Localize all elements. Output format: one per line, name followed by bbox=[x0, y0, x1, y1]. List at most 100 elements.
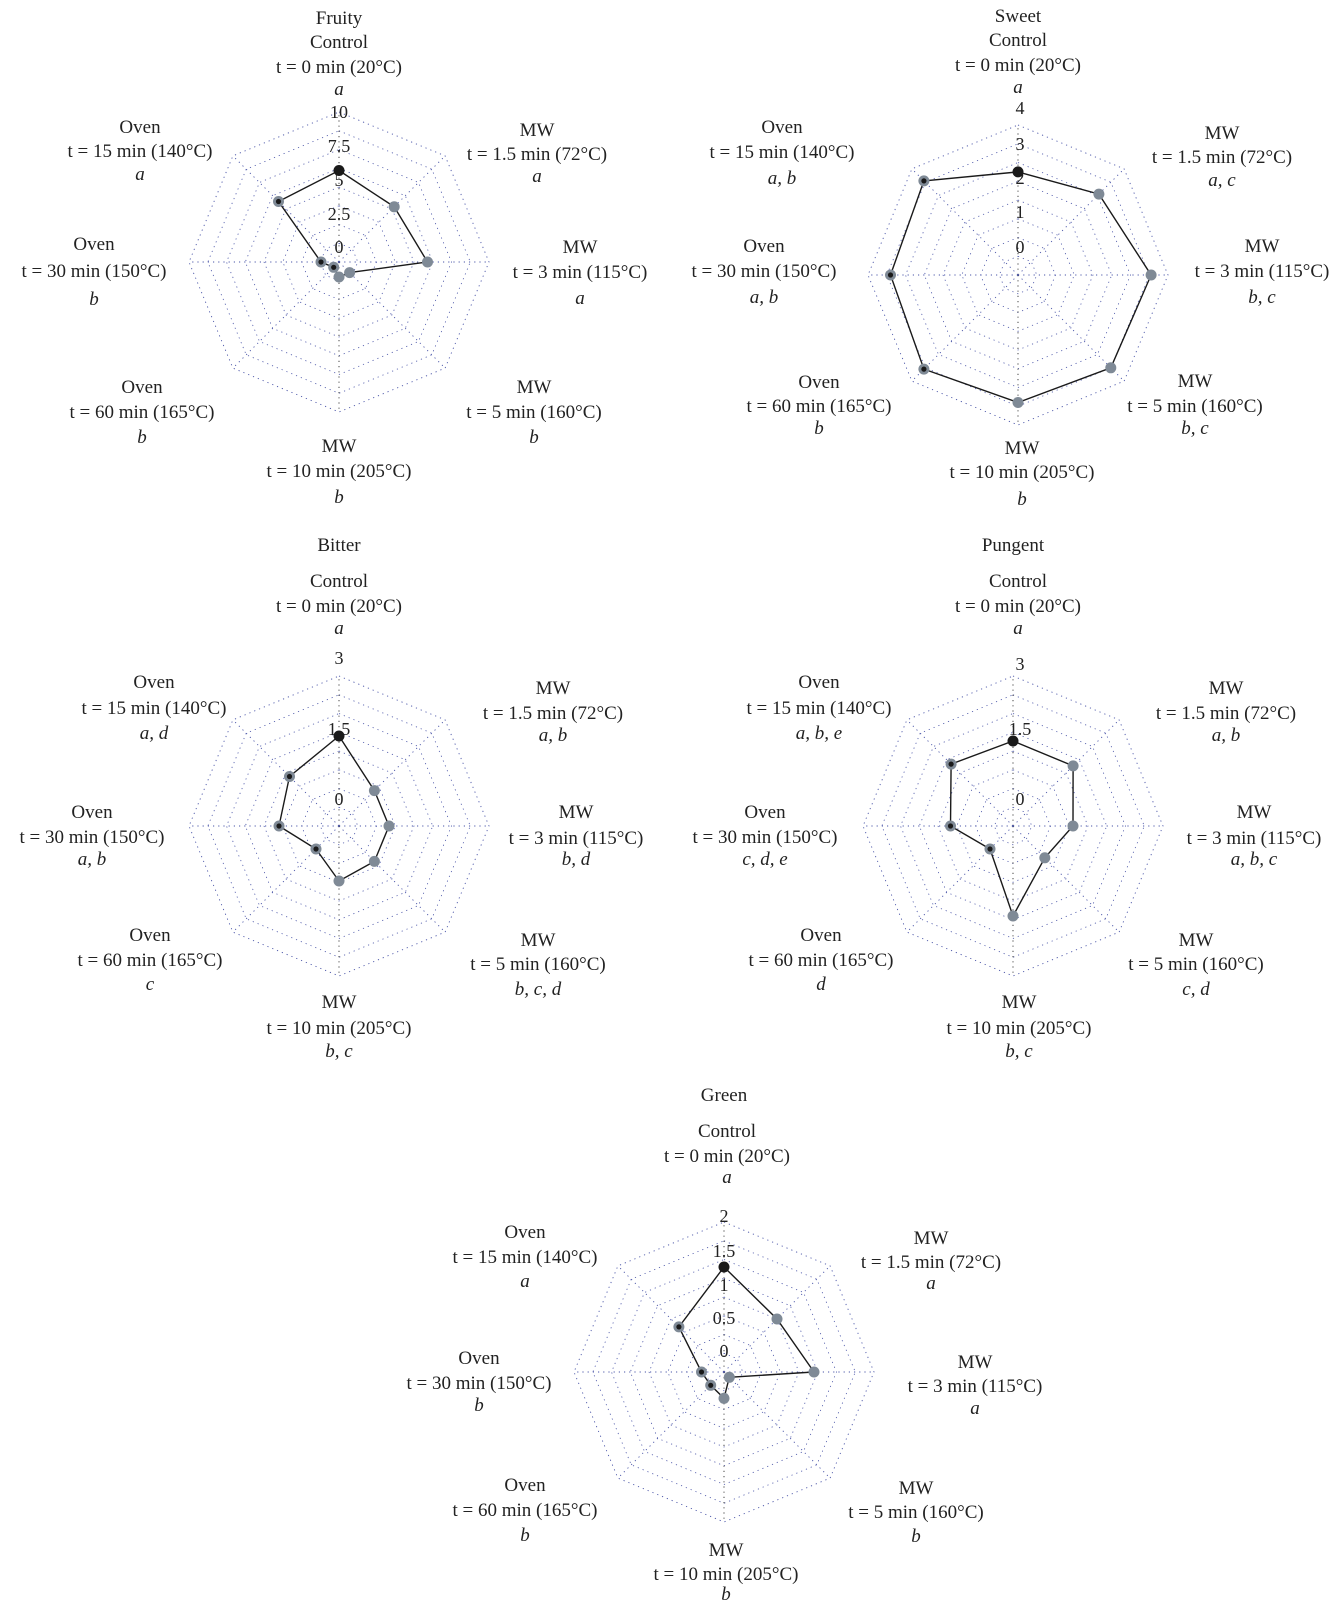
axis-label: MW t = 5 min (160°C)b, c bbox=[1127, 371, 1262, 439]
axis-group: MW bbox=[1178, 371, 1213, 392]
axis-label: MWt = 3 min (115°C)a bbox=[908, 1352, 1043, 1419]
data-point-oven bbox=[310, 843, 322, 855]
data-point-mw bbox=[333, 875, 345, 887]
axis-label: MW t = 1.5 min (72°C)a bbox=[861, 1228, 1001, 1294]
axis-label: Oven t = 60 min (165°C) d bbox=[749, 925, 894, 995]
significance-letters: b bbox=[721, 1584, 731, 1605]
significance-letters: b, c bbox=[1248, 287, 1276, 308]
significance-letters: a bbox=[532, 166, 542, 187]
axis-label: MW t = 3 min (115°C)b, d bbox=[509, 802, 644, 870]
axis-group: Oven bbox=[71, 802, 113, 823]
data-point-mw bbox=[1067, 820, 1079, 832]
data-point-mw bbox=[422, 256, 433, 268]
tick-label: 0 bbox=[720, 1341, 729, 1361]
axis-condition: t = 5 min (160°C) bbox=[466, 402, 601, 423]
data-point-mw bbox=[1007, 910, 1019, 922]
grid-spoke bbox=[338, 261, 446, 369]
axis-group: Control bbox=[989, 571, 1047, 592]
axis-condition: t = 15 min (140°C) bbox=[453, 1247, 598, 1268]
data-point-mw bbox=[1145, 269, 1157, 281]
significance-letters: b, d bbox=[562, 849, 591, 870]
tick-label: 0 bbox=[335, 789, 344, 809]
axis-label: MW t = 3 min (115°C) b, c bbox=[1195, 236, 1330, 308]
data-point-control bbox=[333, 730, 345, 742]
axis-condition: t = 5 min (160°C) bbox=[848, 1502, 983, 1523]
grid-ring bbox=[961, 218, 1075, 332]
radar-bitter: Bitter 0 1.5 3 Control t = 0 min (20°C)a MW t =… bbox=[20, 535, 644, 1062]
axis-group: MW bbox=[1002, 992, 1037, 1013]
significance-letters: b, c, d bbox=[515, 979, 562, 1000]
grid-ring bbox=[319, 806, 359, 846]
axis-condition: t = 10 min (205°C) bbox=[267, 461, 412, 482]
data-point-mw bbox=[808, 1366, 820, 1378]
significance-letters: c, d bbox=[1182, 979, 1210, 1000]
data-point-control bbox=[1007, 735, 1019, 747]
axis-condition: t = 5 min (160°C) bbox=[470, 954, 605, 975]
series-line bbox=[678, 1265, 816, 1400]
data-point-mw bbox=[1039, 852, 1051, 864]
data-point-mw bbox=[388, 201, 400, 213]
grid-ring bbox=[862, 675, 1164, 977]
axis-group: MW bbox=[899, 1478, 934, 1499]
significance-letters: a, b bbox=[768, 168, 797, 189]
significance-letters: a, c bbox=[1208, 170, 1236, 191]
tick-label: 1.5 bbox=[1009, 719, 1032, 739]
axis-condition: t = 10 min (205°C) bbox=[947, 1018, 1092, 1039]
grid-ring bbox=[900, 713, 1126, 939]
axis-group: Oven bbox=[458, 1348, 500, 1369]
grid-spoke bbox=[911, 274, 1019, 382]
tick-label: 0.5 bbox=[713, 1308, 736, 1328]
grid-ring bbox=[282, 205, 396, 319]
data-point-oven bbox=[918, 175, 930, 187]
data-point-oven bbox=[284, 771, 295, 782]
data-point-mw bbox=[1093, 188, 1105, 200]
axis-condition: t = 0 min (20°C) bbox=[276, 57, 402, 78]
tick-label: 3 bbox=[1016, 134, 1025, 154]
data-point-mw bbox=[368, 785, 380, 797]
tick-label: 3 bbox=[335, 648, 344, 668]
axis-label: MWt = 3 min (115°C)a bbox=[513, 237, 648, 309]
grid-ring bbox=[704, 1352, 744, 1392]
data-point-oven bbox=[673, 1321, 685, 1333]
axis-group: MW bbox=[1237, 802, 1272, 823]
data-point-mw bbox=[1012, 397, 1024, 408]
axis-condition: t = 0 min (20°C) bbox=[955, 596, 1081, 617]
axis-condition: t = 10 min (205°C) bbox=[950, 462, 1095, 483]
axis-label: Control t = 0 min (20°C)a bbox=[955, 571, 1081, 639]
axis-group: Oven bbox=[798, 672, 840, 693]
data-point-mw bbox=[771, 1313, 783, 1325]
series-line bbox=[949, 740, 1074, 918]
axis-group: MW bbox=[1205, 123, 1240, 144]
axis-condition: t = 60 min (165°C) bbox=[747, 396, 892, 417]
chart-title: Sweet bbox=[995, 6, 1042, 27]
data-point-oven bbox=[273, 196, 284, 207]
axis-condition: t = 15 min (140°C) bbox=[710, 142, 855, 163]
axis-condition: t = 30 min (150°C) bbox=[22, 261, 167, 282]
significance-letters: a, b, c bbox=[1231, 849, 1278, 870]
axis-group: MW bbox=[559, 802, 594, 823]
significance-letters: a bbox=[970, 1398, 980, 1419]
significance-letters: c bbox=[146, 974, 155, 995]
tick-label: 1.5 bbox=[713, 1241, 736, 1261]
data-point-oven bbox=[984, 843, 996, 855]
tick-label: 1 bbox=[1016, 202, 1025, 222]
axis-label: MW t = 1.5 min (72°C)a, b bbox=[1156, 678, 1296, 746]
chart-title: Pungent bbox=[982, 535, 1045, 556]
tick-label: 10 bbox=[330, 102, 348, 122]
grid-spoke bbox=[617, 1371, 725, 1479]
axis-condition: t = 60 min (165°C) bbox=[78, 950, 223, 971]
axis-group: MW bbox=[536, 678, 571, 699]
grid-ring bbox=[905, 162, 1131, 388]
significance-letters: a bbox=[575, 288, 585, 309]
grid-ring bbox=[942, 199, 1094, 351]
axis-label: Oven t = 15 min (140°C)a bbox=[68, 117, 213, 185]
axis-group: Oven bbox=[73, 234, 115, 255]
axis-group: Oven bbox=[504, 1222, 546, 1243]
significance-letters: b bbox=[529, 427, 539, 448]
radar-grid bbox=[573, 1221, 875, 1523]
axis-label: MW t = 1.5 min (72°C)a bbox=[467, 120, 607, 187]
grid-spoke bbox=[232, 719, 340, 827]
significance-letters: b bbox=[474, 1395, 484, 1416]
